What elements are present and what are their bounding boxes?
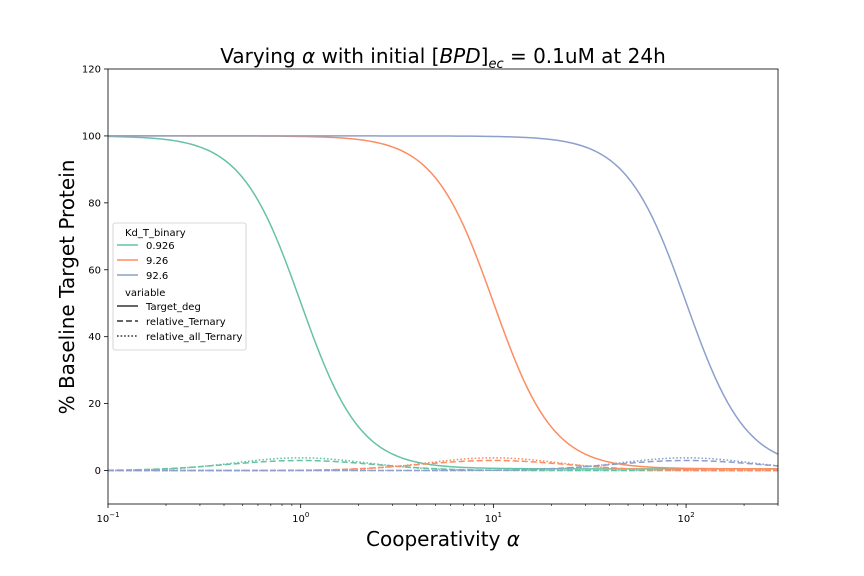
series-line-target-deg-1 <box>107 135 778 470</box>
y-tick-label: 60 <box>88 265 101 276</box>
legend-style-label: relative_Ternary <box>146 317 226 328</box>
legend-hue-label: 92.6 <box>146 271 168 282</box>
x-tick-label: 10−1 <box>96 511 119 525</box>
legend-hue-label: 0.926 <box>146 241 175 252</box>
series-line-relative-all-ternary-3 <box>108 457 779 472</box>
y-tick-label: 40 <box>88 332 101 343</box>
legend-style-title: variable <box>125 288 165 299</box>
legend-style-label: Target_deg <box>145 302 201 313</box>
x-axis-title: Cooperativity α <box>366 527 520 551</box>
legend-hue-label: 9.26 <box>146 256 168 267</box>
chart-title: Varying α with initial [BPD]ec = 0.1uM a… <box>220 44 666 72</box>
y-tick-label: 100 <box>82 131 101 142</box>
x-ticks: 10−1 100 101 102 <box>96 504 779 525</box>
legend-box <box>112 222 247 351</box>
y-tick-label: 120 <box>82 65 101 76</box>
x-tick-label: 101 <box>485 511 502 525</box>
legend-hue-entries: 0.926 9.26 92.6 <box>117 241 175 282</box>
y-tick-label: 80 <box>88 198 101 209</box>
y-axis-title: % Baseline Target Protein <box>55 160 79 415</box>
legend-hue-title: Kd_T_binary <box>125 228 186 239</box>
series-line-target-deg-3 <box>108 135 779 455</box>
legend-style-label: relative_all_Ternary <box>146 332 242 343</box>
x-tick-label: 100 <box>292 511 309 525</box>
legend-style-entries: Target_deg relative_Ternary relative_all_T… <box>117 302 242 343</box>
x-tick-label: 102 <box>677 511 694 525</box>
plot-lines <box>107 135 779 472</box>
y-tick-label: 20 <box>88 399 101 410</box>
y-tick-label: 0 <box>95 466 101 477</box>
plot-frame <box>107 68 779 505</box>
y-ticks: 0 20 40 60 80 100 120 <box>82 65 108 477</box>
legend: Kd_T_binary 0.926 9.26 92.6 variable Targe… <box>112 222 247 351</box>
